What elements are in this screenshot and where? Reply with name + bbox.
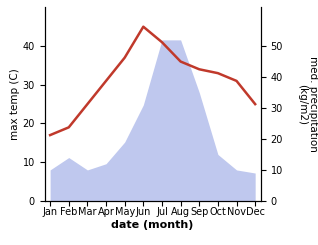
Y-axis label: med. precipitation
(kg/m2): med. precipitation (kg/m2): [297, 56, 318, 152]
Y-axis label: max temp (C): max temp (C): [10, 68, 20, 140]
X-axis label: date (month): date (month): [111, 220, 194, 230]
